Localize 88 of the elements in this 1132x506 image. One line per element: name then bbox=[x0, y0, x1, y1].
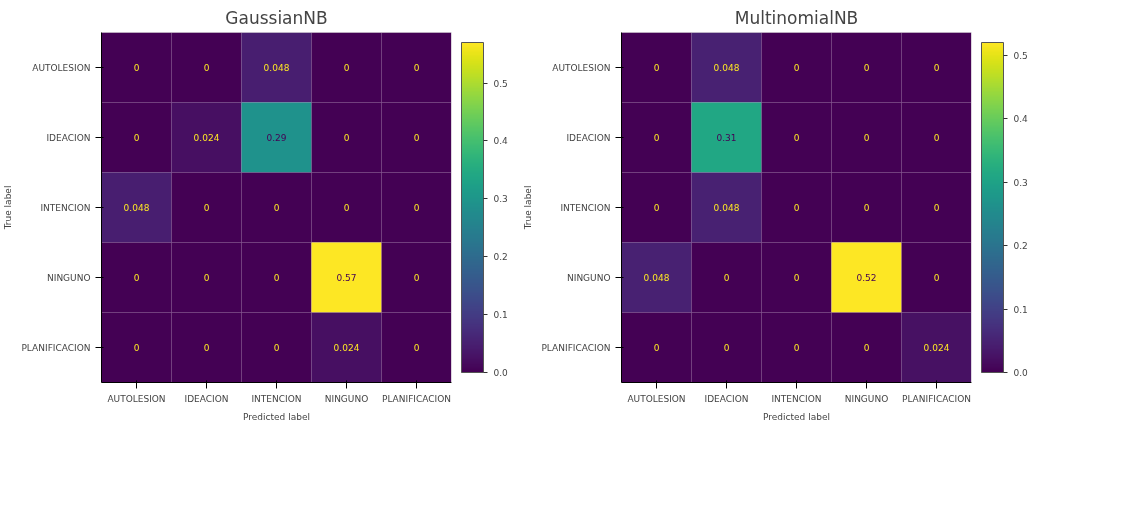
data-label: 0.52 bbox=[856, 273, 877, 283]
data-label: 0 bbox=[343, 203, 350, 213]
data-label: 0 bbox=[863, 63, 870, 73]
color-bar-label: 0.1 bbox=[1013, 304, 1028, 315]
y-tick-label: IDEACION bbox=[46, 132, 91, 143]
data-label: 0 bbox=[203, 343, 210, 353]
y-tick-label: NINGUNO bbox=[47, 272, 91, 283]
color-bar-label: 0.5 bbox=[493, 78, 508, 89]
data-label: 0 bbox=[133, 343, 140, 353]
y-tick-label: AUTOLESION bbox=[552, 62, 611, 73]
data-label: 0 bbox=[413, 133, 420, 143]
data-label: 0 bbox=[273, 203, 280, 213]
x-tick-label: INTENCION bbox=[251, 393, 302, 404]
data-label: 0 bbox=[863, 133, 870, 143]
x-tick-label: PLANIFICACION bbox=[381, 393, 452, 404]
data-label: 0 bbox=[793, 343, 800, 353]
data-label: 0 bbox=[933, 273, 940, 283]
data-label: 0 bbox=[203, 203, 210, 213]
data-label: 0 bbox=[203, 63, 210, 73]
x-tick-label: IDEACION bbox=[184, 393, 229, 404]
data-label: 0 bbox=[933, 203, 940, 213]
data-label: 0.048 bbox=[123, 203, 150, 213]
data-label: 0 bbox=[133, 63, 140, 73]
y-tick-label: NINGUNO bbox=[567, 272, 611, 283]
chart-title: GaussianNB bbox=[225, 7, 328, 28]
data-label: 0 bbox=[793, 203, 800, 213]
data-label: 0.024 bbox=[923, 343, 950, 353]
data-label: 0 bbox=[133, 273, 140, 283]
y-axis-title: True label bbox=[3, 185, 14, 231]
x-tick-label: PLANIFICACION bbox=[901, 393, 972, 404]
data-label: 0 bbox=[723, 273, 730, 283]
y-tick-label: AUTOLESION bbox=[32, 62, 91, 73]
data-label: 0 bbox=[133, 133, 140, 143]
data-label: 0 bbox=[793, 133, 800, 143]
x-tick-label: NINGUNO bbox=[844, 393, 889, 404]
data-label: 0 bbox=[653, 63, 660, 73]
color-bar-label: 0.0 bbox=[1013, 368, 1029, 378]
y-axis-title: True label bbox=[523, 185, 534, 231]
x-tick-label: INTENCION bbox=[771, 393, 822, 404]
color-bar-label: 0.5 bbox=[1013, 50, 1028, 61]
data-label: 0.29 bbox=[266, 133, 287, 143]
data-label: 0 bbox=[863, 343, 870, 353]
data-label: 0.048 bbox=[713, 203, 740, 213]
color-bar-label: 0.4 bbox=[1013, 114, 1029, 125]
data-label: 0 bbox=[343, 133, 350, 143]
color-bar-label: 0.1 bbox=[493, 310, 508, 321]
x-axis-title: Predicted label bbox=[243, 411, 310, 422]
color-bar-label: 0.3 bbox=[1013, 177, 1028, 188]
data-label: 0 bbox=[413, 343, 420, 353]
y-tick-label: INTENCION bbox=[40, 202, 91, 213]
y-tick-label: PLANIFICACION bbox=[541, 342, 611, 353]
data-label: 0 bbox=[273, 273, 280, 283]
data-label: 0 bbox=[933, 63, 940, 73]
data-label: 0 bbox=[723, 343, 730, 353]
x-tick-label: AUTOLESION bbox=[627, 393, 686, 404]
data-label: 0 bbox=[203, 273, 210, 283]
data-label: 0 bbox=[933, 133, 940, 143]
x-axis-title: Predicted label bbox=[763, 411, 830, 422]
color-bar-label: 0.2 bbox=[493, 252, 508, 263]
data-label: 0 bbox=[653, 133, 660, 143]
data-label: 0.024 bbox=[193, 133, 220, 143]
data-label: 0 bbox=[413, 203, 420, 213]
data-label: 0 bbox=[343, 63, 350, 73]
data-label: 0.31 bbox=[716, 133, 737, 143]
data-label: 0 bbox=[793, 273, 800, 283]
data-label: 0 bbox=[413, 63, 420, 73]
y-tick-label: INTENCION bbox=[560, 202, 611, 213]
x-tick-label: AUTOLESION bbox=[107, 393, 166, 404]
data-label: 0 bbox=[863, 203, 870, 213]
color-bar-label: 0.4 bbox=[493, 136, 509, 147]
y-tick-label: IDEACION bbox=[566, 132, 611, 143]
color-bar-label: 0.2 bbox=[1013, 241, 1028, 252]
data-label: 0 bbox=[793, 63, 800, 73]
x-tick-label: NINGUNO bbox=[324, 393, 369, 404]
data-label: 0.57 bbox=[336, 273, 357, 283]
color-bar-label: 0.0 bbox=[493, 368, 509, 378]
color-bar-label: 0.3 bbox=[493, 194, 508, 205]
x-tick-label: IDEACION bbox=[704, 393, 749, 404]
data-label: 0.048 bbox=[263, 63, 290, 73]
data-label: 0.024 bbox=[333, 343, 360, 353]
data-label: 0.048 bbox=[643, 273, 670, 283]
data-label: 0 bbox=[273, 343, 280, 353]
data-label: 0 bbox=[653, 343, 660, 353]
data-label: 0 bbox=[413, 273, 420, 283]
data-label: 0.048 bbox=[713, 63, 740, 73]
chart-title: MultinomialNB bbox=[734, 7, 859, 28]
y-tick-label: PLANIFICACION bbox=[21, 342, 91, 353]
data-label: 0 bbox=[653, 203, 660, 213]
